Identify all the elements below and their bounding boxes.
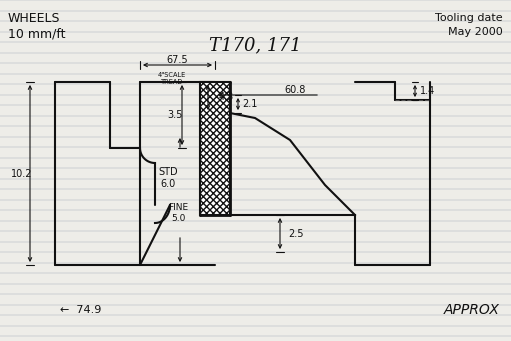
- Text: WHEELS: WHEELS: [8, 12, 60, 25]
- Text: 1.4: 1.4: [420, 86, 435, 96]
- Text: May 2000: May 2000: [448, 27, 503, 37]
- Text: FINE
5.0: FINE 5.0: [168, 203, 188, 223]
- Text: 10.2: 10.2: [11, 169, 33, 179]
- Text: APPROX: APPROX: [444, 303, 500, 317]
- Text: 67.5: 67.5: [166, 55, 188, 65]
- Bar: [200, 82, 230, 215]
- Text: ←  74.9: ← 74.9: [60, 305, 101, 315]
- Text: Tooling date: Tooling date: [435, 13, 503, 23]
- Text: 3.5: 3.5: [167, 110, 183, 120]
- Text: 2.1: 2.1: [242, 99, 258, 109]
- Text: 2.5: 2.5: [288, 229, 304, 239]
- Text: 4"SCALE
TREAD: 4"SCALE TREAD: [158, 72, 186, 85]
- Text: STD
6.0: STD 6.0: [158, 167, 178, 189]
- Text: T170, 171: T170, 171: [209, 36, 301, 54]
- Text: 10 mm/ft: 10 mm/ft: [8, 28, 65, 41]
- Text: 4.3: 4.3: [219, 92, 234, 102]
- Text: 60.8: 60.8: [284, 85, 306, 95]
